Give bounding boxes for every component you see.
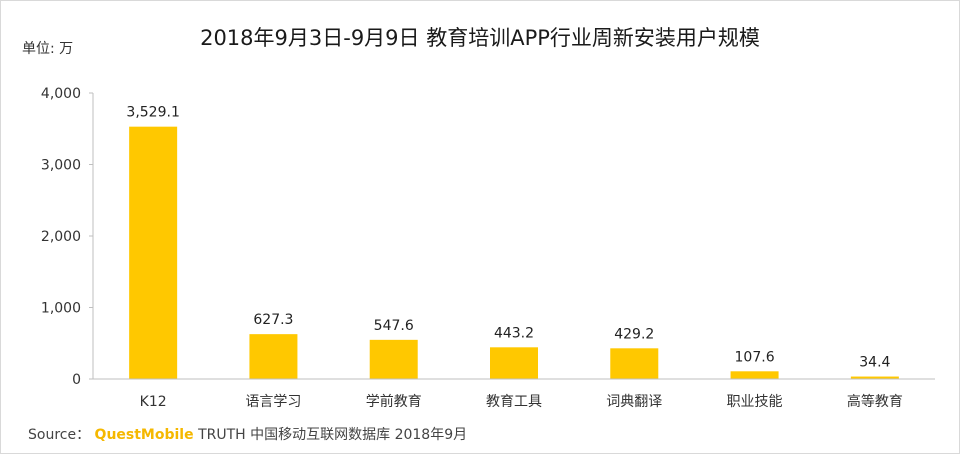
y-tick-label: 0 — [72, 372, 81, 388]
chart-title: 2018年9月3日-9月9日 教育培训APP行业周新安装用户规模 — [200, 26, 760, 50]
data-label: 627.3 — [253, 312, 293, 328]
data-label: 429.2 — [614, 326, 654, 342]
x-axis: K12 语言学习 学前教育 教育工具 词典翻译 职业技能 高等教育 — [93, 378, 935, 410]
x-tick-label: 语言学习 — [245, 394, 301, 410]
unit-label: 单位: 万 — [22, 41, 74, 57]
y-tick-label: 4,000 — [41, 86, 81, 102]
data-label: 34.4 — [859, 355, 890, 371]
value-labels: 3,529.1 627.3 547.6 443.2 429.2 107.6 34.4 — [126, 105, 890, 371]
data-label: 107.6 — [735, 349, 775, 365]
source-note: Source： QuestMobile TRUTH 中国移动互联网数据库 201… — [28, 424, 467, 444]
x-tick-label: 高等教育 — [847, 393, 903, 410]
y-tick-label: 3,000 — [41, 158, 81, 174]
y-axis: 0 1,000 2,000 3,000 4,000 — [41, 86, 94, 388]
data-label: 3,529.1 — [126, 105, 179, 121]
bar — [249, 334, 298, 379]
source-suffix: TRUTH 中国移动互联网数据库 2018年9月 — [198, 427, 468, 443]
source-prefix: Source： — [28, 427, 91, 443]
x-tick-label: 词典翻译 — [606, 394, 662, 410]
y-tick-label: 2,000 — [41, 229, 81, 245]
x-tick-label: 学前教育 — [366, 393, 422, 410]
x-tick-label: 教育工具 — [486, 394, 542, 410]
data-label: 443.2 — [494, 325, 534, 341]
bar — [369, 339, 418, 379]
bar — [610, 348, 659, 379]
y-tick-label: 1,000 — [41, 301, 81, 317]
bar — [490, 347, 538, 379]
bar — [730, 371, 779, 379]
x-tick-label: K12 — [140, 394, 167, 410]
source-brand: QuestMobile — [94, 427, 194, 443]
bar — [129, 126, 178, 380]
x-tick-label: 职业技能 — [727, 394, 783, 410]
bars — [129, 126, 899, 380]
data-label: 547.6 — [374, 318, 414, 334]
bar — [850, 376, 899, 379]
